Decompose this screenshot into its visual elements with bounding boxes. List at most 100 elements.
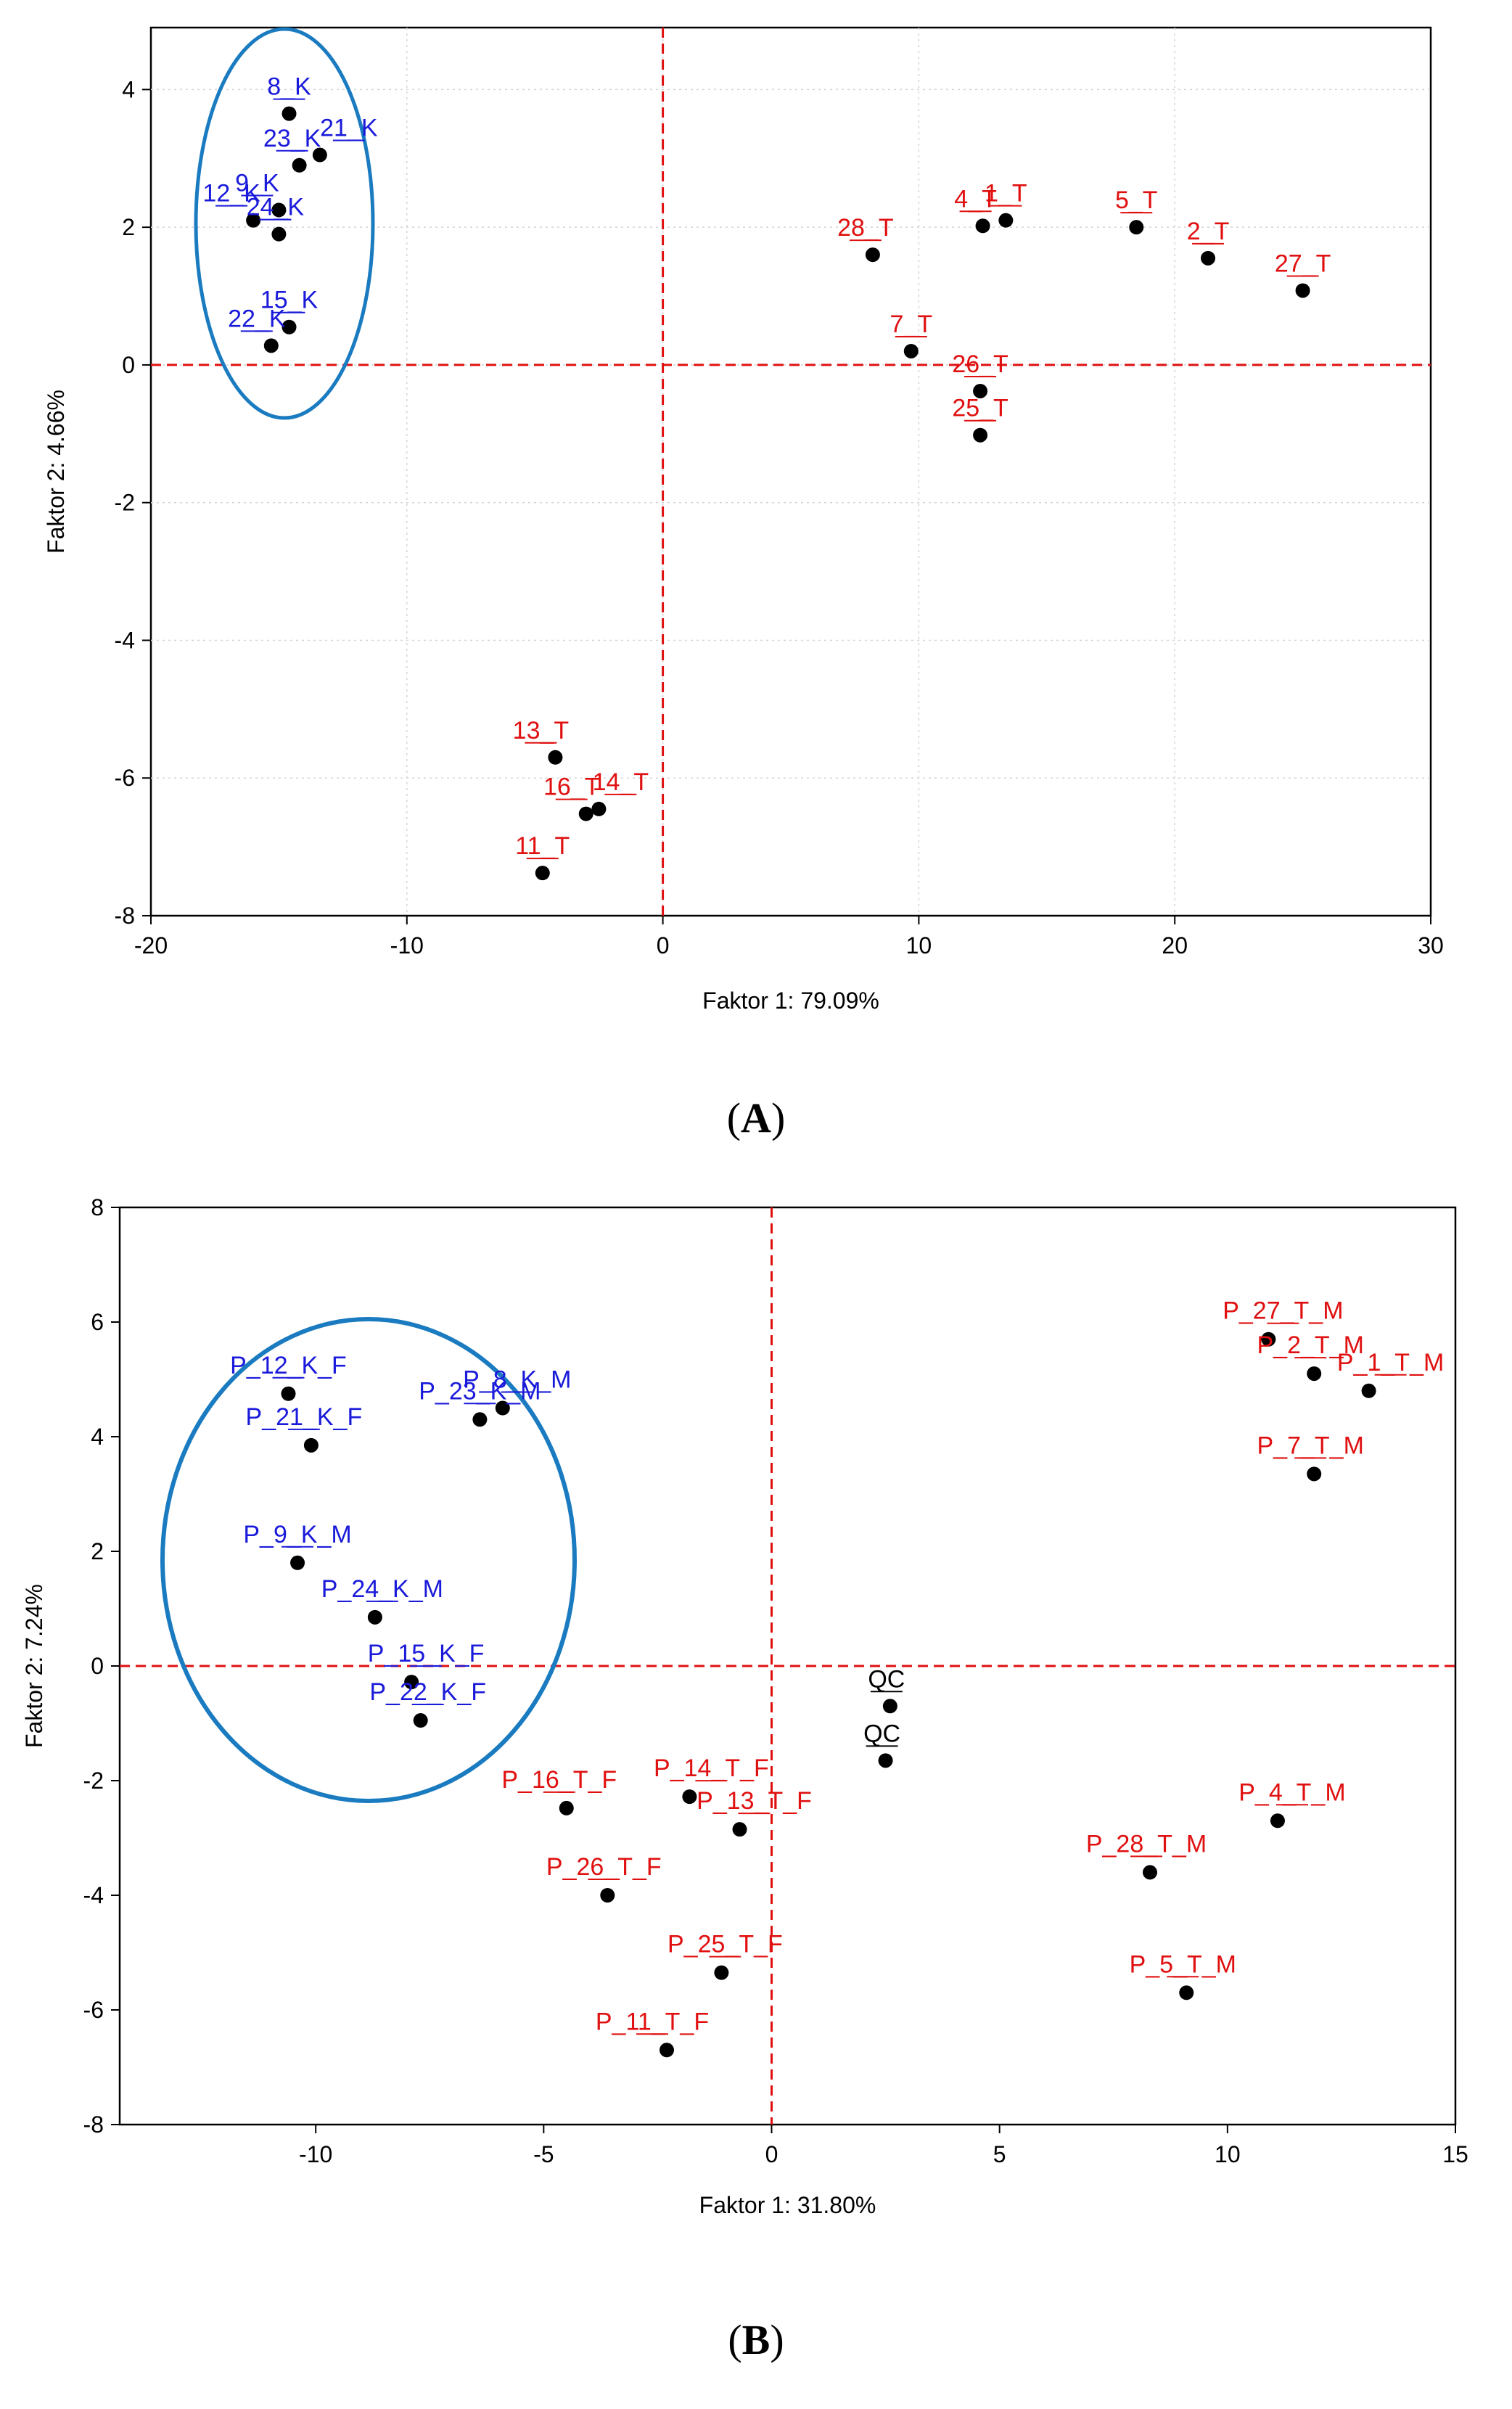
point-label-p-28-t-m: P_28_T_M [1086, 1830, 1207, 1858]
point-p-12-k-f [281, 1386, 296, 1401]
point-label-p-8-k-m: P_8_K_M [463, 1366, 571, 1394]
point-label-21-k: 21_K [320, 115, 378, 142]
point-25-t [973, 427, 988, 443]
y-tick-label: 4 [91, 1424, 104, 1450]
point-13-t [548, 750, 563, 765]
point-label-p-15-k-f: P_15_K_F [368, 1640, 485, 1667]
point-12-k [246, 213, 261, 228]
y-tick-label: -2 [115, 490, 135, 516]
point-15-k [282, 319, 297, 335]
point-label-p-1-t-m: P_1_T_M [1337, 1349, 1444, 1376]
point-label-p-16-t-f: P_16_T_F [501, 1766, 617, 1794]
point-p-13-t-f [732, 1822, 747, 1837]
panel-b-x-axis-title: Faktor 1: 31.80% [699, 2192, 876, 2218]
y-tick-label: 8 [91, 1194, 104, 1220]
panel-b-x-ticks: -10 -5 0 5 10 15 [299, 2125, 1468, 2167]
y-tick-label: -4 [83, 1882, 104, 1908]
point-label-p-2-t-m: P_2_T_M [1257, 1331, 1364, 1359]
point-label-2-t: 2_T [1187, 218, 1230, 245]
x-tick-label: -10 [299, 2141, 332, 2167]
point-label-p-23-k-m: P_23_K_M [419, 1377, 541, 1405]
point-23-k [292, 157, 307, 173]
y-tick-label: -8 [115, 903, 135, 929]
point-label-p-7-t-m: P_7_T_M [1257, 1432, 1364, 1459]
panel-a-points: 8_K 21_K23_K 9_K12_K24_K 15_K22_K 1_T4_T 5_T 2… [202, 73, 1331, 881]
panel-b-label-open: ( [728, 2316, 741, 2363]
point-label-p-21-k-f: P_21_K_F [246, 1403, 363, 1431]
point-label-16-t: 16_T [543, 773, 600, 801]
point-label-12-k: 12_K [202, 180, 260, 208]
point-label-13-t: 13_T [513, 717, 570, 744]
y-tick-label: -6 [115, 765, 135, 791]
point-label-4-t: 4_T [954, 185, 997, 213]
point-p-11-t-f [659, 2043, 674, 2058]
x-tick-label: -10 [390, 932, 424, 959]
y-tick-label: -4 [115, 627, 135, 653]
point-label-15-k: 15_K [260, 287, 319, 314]
point-label-p-22-k-f: P_22_K_F [369, 1678, 486, 1706]
y-tick-label: 6 [91, 1309, 104, 1335]
point-qc [878, 1753, 893, 1768]
panel-a-label: (A) [727, 1094, 786, 1141]
panel-a-y-ticks: -8 -6 -4 -2 0 2 4 [115, 76, 151, 929]
x-tick-label: -20 [134, 932, 168, 959]
point-label-p-13-t-f: P_13_T_F [697, 1787, 812, 1815]
point-label-qc: QC [863, 1720, 900, 1747]
point-label-p-26-t-f: P_26_T_F [546, 1853, 662, 1881]
point-qc [882, 1699, 897, 1714]
point-p-23-k-m [472, 1412, 488, 1427]
point-11-t [535, 866, 550, 881]
point-5-t [1129, 220, 1144, 235]
point-label-p-9-k-m: P_9_K_M [243, 1521, 351, 1548]
point-label-p-12-k-f: P_12_K_F [230, 1352, 347, 1379]
point-p-16-t-f [559, 1800, 574, 1815]
point-label-25-t: 25_T [952, 395, 1008, 422]
point-16-t [578, 806, 593, 821]
point-22-k [263, 338, 279, 353]
point-21-k [312, 147, 327, 163]
panel-a-label-letter: A [741, 1094, 771, 1141]
x-tick-label: 0 [657, 932, 670, 959]
point-label-p-5-t-m: P_5_T_M [1130, 1950, 1236, 1978]
y-tick-label: 2 [91, 1538, 104, 1564]
point-p-26-t-f [600, 1888, 615, 1903]
x-tick-label: 5 [993, 2141, 1006, 2167]
point-9-k [271, 202, 287, 218]
panel-a-plot-frame [149, 26, 1432, 917]
panel-a-x-axis-title: Faktor 1: 79.09% [702, 988, 879, 1014]
x-tick-label: 0 [765, 2141, 778, 2167]
point-label-11-t: 11_T [515, 832, 570, 860]
point-27-t [1295, 283, 1310, 298]
panel-a-label-open: ( [727, 1094, 741, 1141]
point-label-26-t: 26_T [952, 350, 1008, 378]
point-p-1-t-m [1361, 1383, 1376, 1398]
point-label-9-k: 9_K [235, 169, 279, 197]
point-p-24-k-m [367, 1609, 382, 1625]
point-label-22-k: 22_K [228, 305, 286, 332]
y-tick-label: 4 [122, 76, 135, 102]
x-tick-label: 30 [1418, 932, 1444, 959]
point-1-t [998, 213, 1014, 228]
panel-b-points: P_12_K_F P_8_K_MP_23_K_M P_21_K_F P_9_K_M P_… [230, 1297, 1444, 2058]
point-p-4-t-m [1270, 1813, 1285, 1829]
panel-b-label-close: ) [770, 2316, 784, 2363]
point-label-1-t: 1_T [985, 180, 1027, 208]
point-label-5-t: 5_T [1115, 186, 1158, 214]
point-label-24-k: 24_K [247, 194, 305, 221]
x-tick-label: -5 [533, 2141, 554, 2167]
panel-a-grid [151, 28, 1431, 916]
panel-b-label-letter: B [742, 2316, 771, 2363]
panel-b-label: (B) [728, 2316, 784, 2363]
point-p-28-t-m [1143, 1865, 1158, 1880]
point-24-k [271, 226, 287, 242]
panel-a-y-axis-title: Faktor 2: 4.66% [43, 390, 69, 554]
point-14-t [591, 801, 607, 816]
panel-b-y-ticks: -8 -6 -4 -2 0 2 4 6 8 [83, 1194, 120, 2138]
panel-b-group-k-ellipse [160, 1317, 577, 1803]
panel-b-y-axis-title: Faktor 2: 7.24% [21, 1584, 47, 1748]
point-label-p-24-k-m: P_24_K_M [321, 1575, 443, 1603]
x-tick-label: 20 [1162, 932, 1188, 959]
point-label-14-t: 14_T [593, 768, 649, 796]
point-7-t [903, 343, 919, 358]
y-tick-label: 2 [122, 214, 135, 240]
